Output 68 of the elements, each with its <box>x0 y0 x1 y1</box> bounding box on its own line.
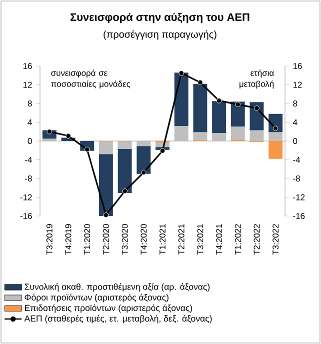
point <box>66 133 71 138</box>
point <box>198 80 203 86</box>
bar <box>193 132 208 140</box>
legend-label: Επιδοτήσεις προϊόντων (αριστερός άξονας) <box>25 304 192 313</box>
y-tick-label: 4 <box>28 119 32 126</box>
chart-subtitle: (προσέγγιση παραγωγής) <box>104 30 216 40</box>
x-tick-label: T1:2021 <box>160 224 166 255</box>
y2-tick-label: 8 <box>293 100 298 106</box>
point <box>160 148 166 154</box>
y-tick-label: -12 <box>20 194 32 200</box>
y2-tick-label: -8 <box>293 176 300 182</box>
y2-tick-label: 16 <box>293 63 302 69</box>
bar <box>268 132 283 141</box>
point <box>272 126 278 131</box>
y2-axis-title: ετήσια μεταβολή <box>240 70 274 89</box>
x-tick-label: T3:2020 <box>122 224 128 255</box>
y2-tick-label: 0 <box>293 138 298 144</box>
bar <box>212 133 226 141</box>
x-tick-label: T3:2019 <box>46 224 52 255</box>
x-tick-label: T4:2021 <box>216 224 222 255</box>
bar <box>174 72 188 126</box>
chart-title: Συνεισφορά στην αύξηση του ΑΕΠ <box>70 12 250 24</box>
point <box>84 146 90 152</box>
bar <box>98 141 113 154</box>
x-tick-label: T4:2019 <box>65 224 72 255</box>
y2-tick-label: -4 <box>293 156 300 163</box>
y-tick-label: -16 <box>20 213 32 219</box>
x-tick-label: T1:2022 <box>234 224 241 255</box>
bar <box>268 141 283 159</box>
x-tick-label: T2:2022 <box>254 224 260 255</box>
y-axis-title: συνεισφορά σε ποσοστιαίες μονάδες <box>51 70 130 88</box>
point <box>178 70 184 76</box>
point <box>46 128 52 134</box>
point <box>122 188 128 194</box>
bar <box>118 141 132 149</box>
y-tick-label: 12 <box>23 82 32 88</box>
y-tick-label: -8 <box>25 176 32 182</box>
point <box>103 212 109 218</box>
bar <box>136 146 151 174</box>
y-tick-label: -4 <box>25 156 32 163</box>
x-tick-label: T2:2021 <box>178 224 184 255</box>
y2-tick-label: 12 <box>293 82 302 88</box>
point <box>216 98 222 104</box>
bar <box>193 84 208 132</box>
x-tick-label: T3:2021 <box>197 224 204 255</box>
bar <box>250 130 264 141</box>
y2-tick-label: 4 <box>292 119 298 126</box>
legend-label: ΑΕΠ (σταθερές τιμές, ετ. μεταβολή, δεξ. άξονας) <box>24 314 212 324</box>
point <box>141 170 146 176</box>
bar <box>212 101 226 134</box>
x-tick-label: T3:2022 <box>272 224 279 255</box>
y-tick-label: 8 <box>28 100 32 106</box>
legend-label: Συνολική ακαθ. προστιθέμενη αξία (αρ. άξονας) <box>24 283 210 292</box>
x-tick-label: T1:2020 <box>84 224 90 255</box>
bar <box>136 141 151 146</box>
y-tick-label: 16 <box>23 63 32 69</box>
x-tick-label: T2:2020 <box>102 224 109 255</box>
x-tick-label: T4:2020 <box>140 224 147 255</box>
bar <box>230 126 245 140</box>
bar <box>98 154 113 216</box>
legend-label: Φόροι προϊόντων (αριστερός άξονας) <box>24 294 168 302</box>
y2-tick-label: -12 <box>293 194 305 200</box>
y-tick-label: 0 <box>28 138 32 144</box>
point <box>254 106 260 111</box>
y2-tick-label: -16 <box>293 213 305 219</box>
point <box>235 102 241 108</box>
bar <box>174 126 188 141</box>
bar <box>118 148 132 194</box>
